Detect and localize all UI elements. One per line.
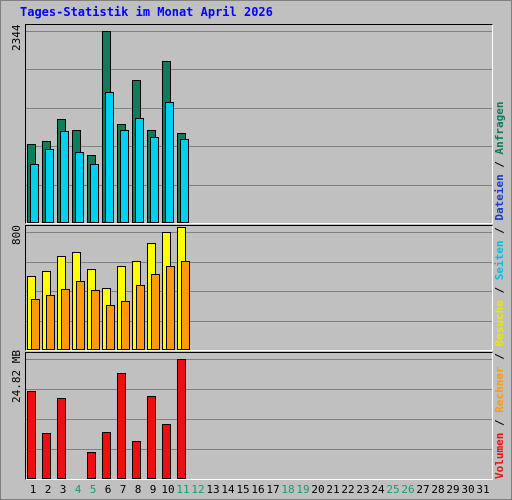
bar-rechner-day-5 (91, 290, 100, 350)
bar-volumen-day-6 (102, 432, 111, 479)
x-tick-label-day-2: 2 (44, 483, 52, 496)
x-tick-label-day-30: 30 (461, 483, 475, 496)
legend-entry: Dateien (493, 174, 506, 221)
x-tick-label-day-5: 5 (89, 483, 97, 496)
legend-entry: Besuche (493, 300, 506, 347)
bar-rechner-day-3 (61, 289, 70, 350)
bar-rechner-day-9 (151, 274, 160, 350)
x-tick-label-day-1: 1 (29, 483, 37, 496)
bar-volumen-day-1 (27, 391, 36, 479)
x-tick-label-day-10: 10 (161, 483, 175, 496)
bar-volumen-day-10 (162, 424, 171, 479)
x-tick-label-day-23: 23 (356, 483, 370, 496)
bar-rechner-day-4 (76, 281, 85, 350)
y-max-label-volume: 24.82 MB (10, 350, 23, 403)
x-tick-label-day-3: 3 (59, 483, 67, 496)
gridline (26, 262, 492, 263)
legend-entry: / (493, 346, 506, 367)
bar-rechner-day-2 (46, 295, 55, 350)
x-tick-label-day-29: 29 (446, 483, 460, 496)
bar-seiten-day-2 (45, 149, 54, 223)
legend-entry: / (493, 220, 506, 241)
chart-title: Tages-Statistik im Monat April 2026 (20, 5, 273, 19)
volume-panel (25, 352, 493, 480)
bar-seiten-day-7 (120, 130, 129, 223)
x-tick-label-day-4: 4 (74, 483, 82, 496)
x-axis-day-labels: 1 2 3 4 5 6 7 8 9 10 11 12 13 14 15 16 17 18 19 20 21 22 23 24 2… (25, 483, 491, 497)
bar-rechner-day-7 (121, 301, 130, 350)
gridline (26, 321, 492, 322)
visits-sites-panel (25, 225, 493, 351)
x-tick-label-day-15: 15 (236, 483, 250, 496)
gridline (26, 69, 492, 70)
bar-volumen-day-7 (117, 373, 126, 479)
gridline (26, 108, 492, 109)
bar-seiten-day-11 (180, 139, 189, 223)
x-tick-label-day-11: 11 (176, 483, 190, 496)
x-tick-label-day-20: 20 (311, 483, 325, 496)
x-tick-label-day-7: 7 (119, 483, 127, 496)
x-tick-label-day-28: 28 (431, 483, 445, 496)
bar-seiten-day-3 (60, 131, 69, 223)
bar-volumen-day-2 (42, 433, 51, 479)
bar-volumen-day-11 (177, 359, 186, 479)
bar-seiten-day-8 (135, 118, 144, 223)
y-max-label-visits: 800 (10, 225, 23, 245)
x-tick-label-day-18: 18 (281, 483, 295, 496)
bar-volumen-day-8 (132, 441, 141, 479)
x-tick-label-day-12: 12 (191, 483, 205, 496)
x-tick-label-day-8: 8 (134, 483, 142, 496)
bar-volumen-day-5 (87, 452, 96, 479)
x-tick-label-day-9: 9 (149, 483, 157, 496)
legend-entry: / (493, 280, 506, 301)
bar-rechner-day-8 (136, 285, 145, 350)
gridline (26, 291, 492, 292)
gridline (26, 146, 492, 147)
x-tick-label-day-17: 17 (266, 483, 280, 496)
x-tick-label-day-22: 22 (341, 483, 355, 496)
x-tick-label-day-6: 6 (104, 483, 112, 496)
gridline (26, 232, 492, 233)
y-max-label-hits: 2344 (10, 24, 23, 52)
legend-entry: Anfragen (493, 101, 506, 155)
x-tick-label-day-13: 13 (206, 483, 220, 496)
bar-seiten-day-6 (105, 92, 114, 223)
x-tick-label-day-21: 21 (326, 483, 340, 496)
bar-seiten-day-5 (90, 164, 99, 223)
x-tick-label-day-16: 16 (251, 483, 265, 496)
legend: Volumen / Rechner / Besuche / Seiten / D… (493, 101, 506, 479)
x-tick-label-day-31: 31 (476, 483, 490, 496)
bar-volumen-day-3 (57, 398, 66, 479)
gridline (26, 389, 492, 390)
x-tick-label-day-25: 25 (386, 483, 400, 496)
bar-rechner-day-6 (106, 305, 115, 350)
gridline (26, 419, 492, 420)
legend-entry: Seiten (493, 240, 506, 281)
legend-entry: Rechner (493, 366, 506, 413)
bar-volumen-day-9 (147, 396, 156, 479)
x-tick-label-day-24: 24 (371, 483, 385, 496)
bar-seiten-day-10 (165, 102, 174, 223)
gridline (26, 185, 492, 186)
gridline (26, 449, 492, 450)
legend-entry: Volumen (493, 432, 506, 479)
bar-rechner-day-10 (166, 266, 175, 350)
legend-entry: / (493, 154, 506, 175)
bar-seiten-day-4 (75, 152, 84, 223)
x-tick-label-day-14: 14 (221, 483, 235, 496)
x-tick-label-day-27: 27 (416, 483, 430, 496)
x-tick-label-day-26: 26 (401, 483, 415, 496)
bar-rechner-day-11 (181, 261, 190, 350)
gridline (26, 31, 492, 32)
bar-rechner-day-1 (31, 299, 40, 350)
gridline (26, 359, 492, 360)
legend-entry: / (493, 412, 506, 433)
bar-seiten-day-9 (150, 137, 159, 223)
x-tick-label-day-19: 19 (296, 483, 310, 496)
bar-seiten-day-1 (30, 164, 39, 223)
hits-files-pages-panel (25, 24, 493, 224)
